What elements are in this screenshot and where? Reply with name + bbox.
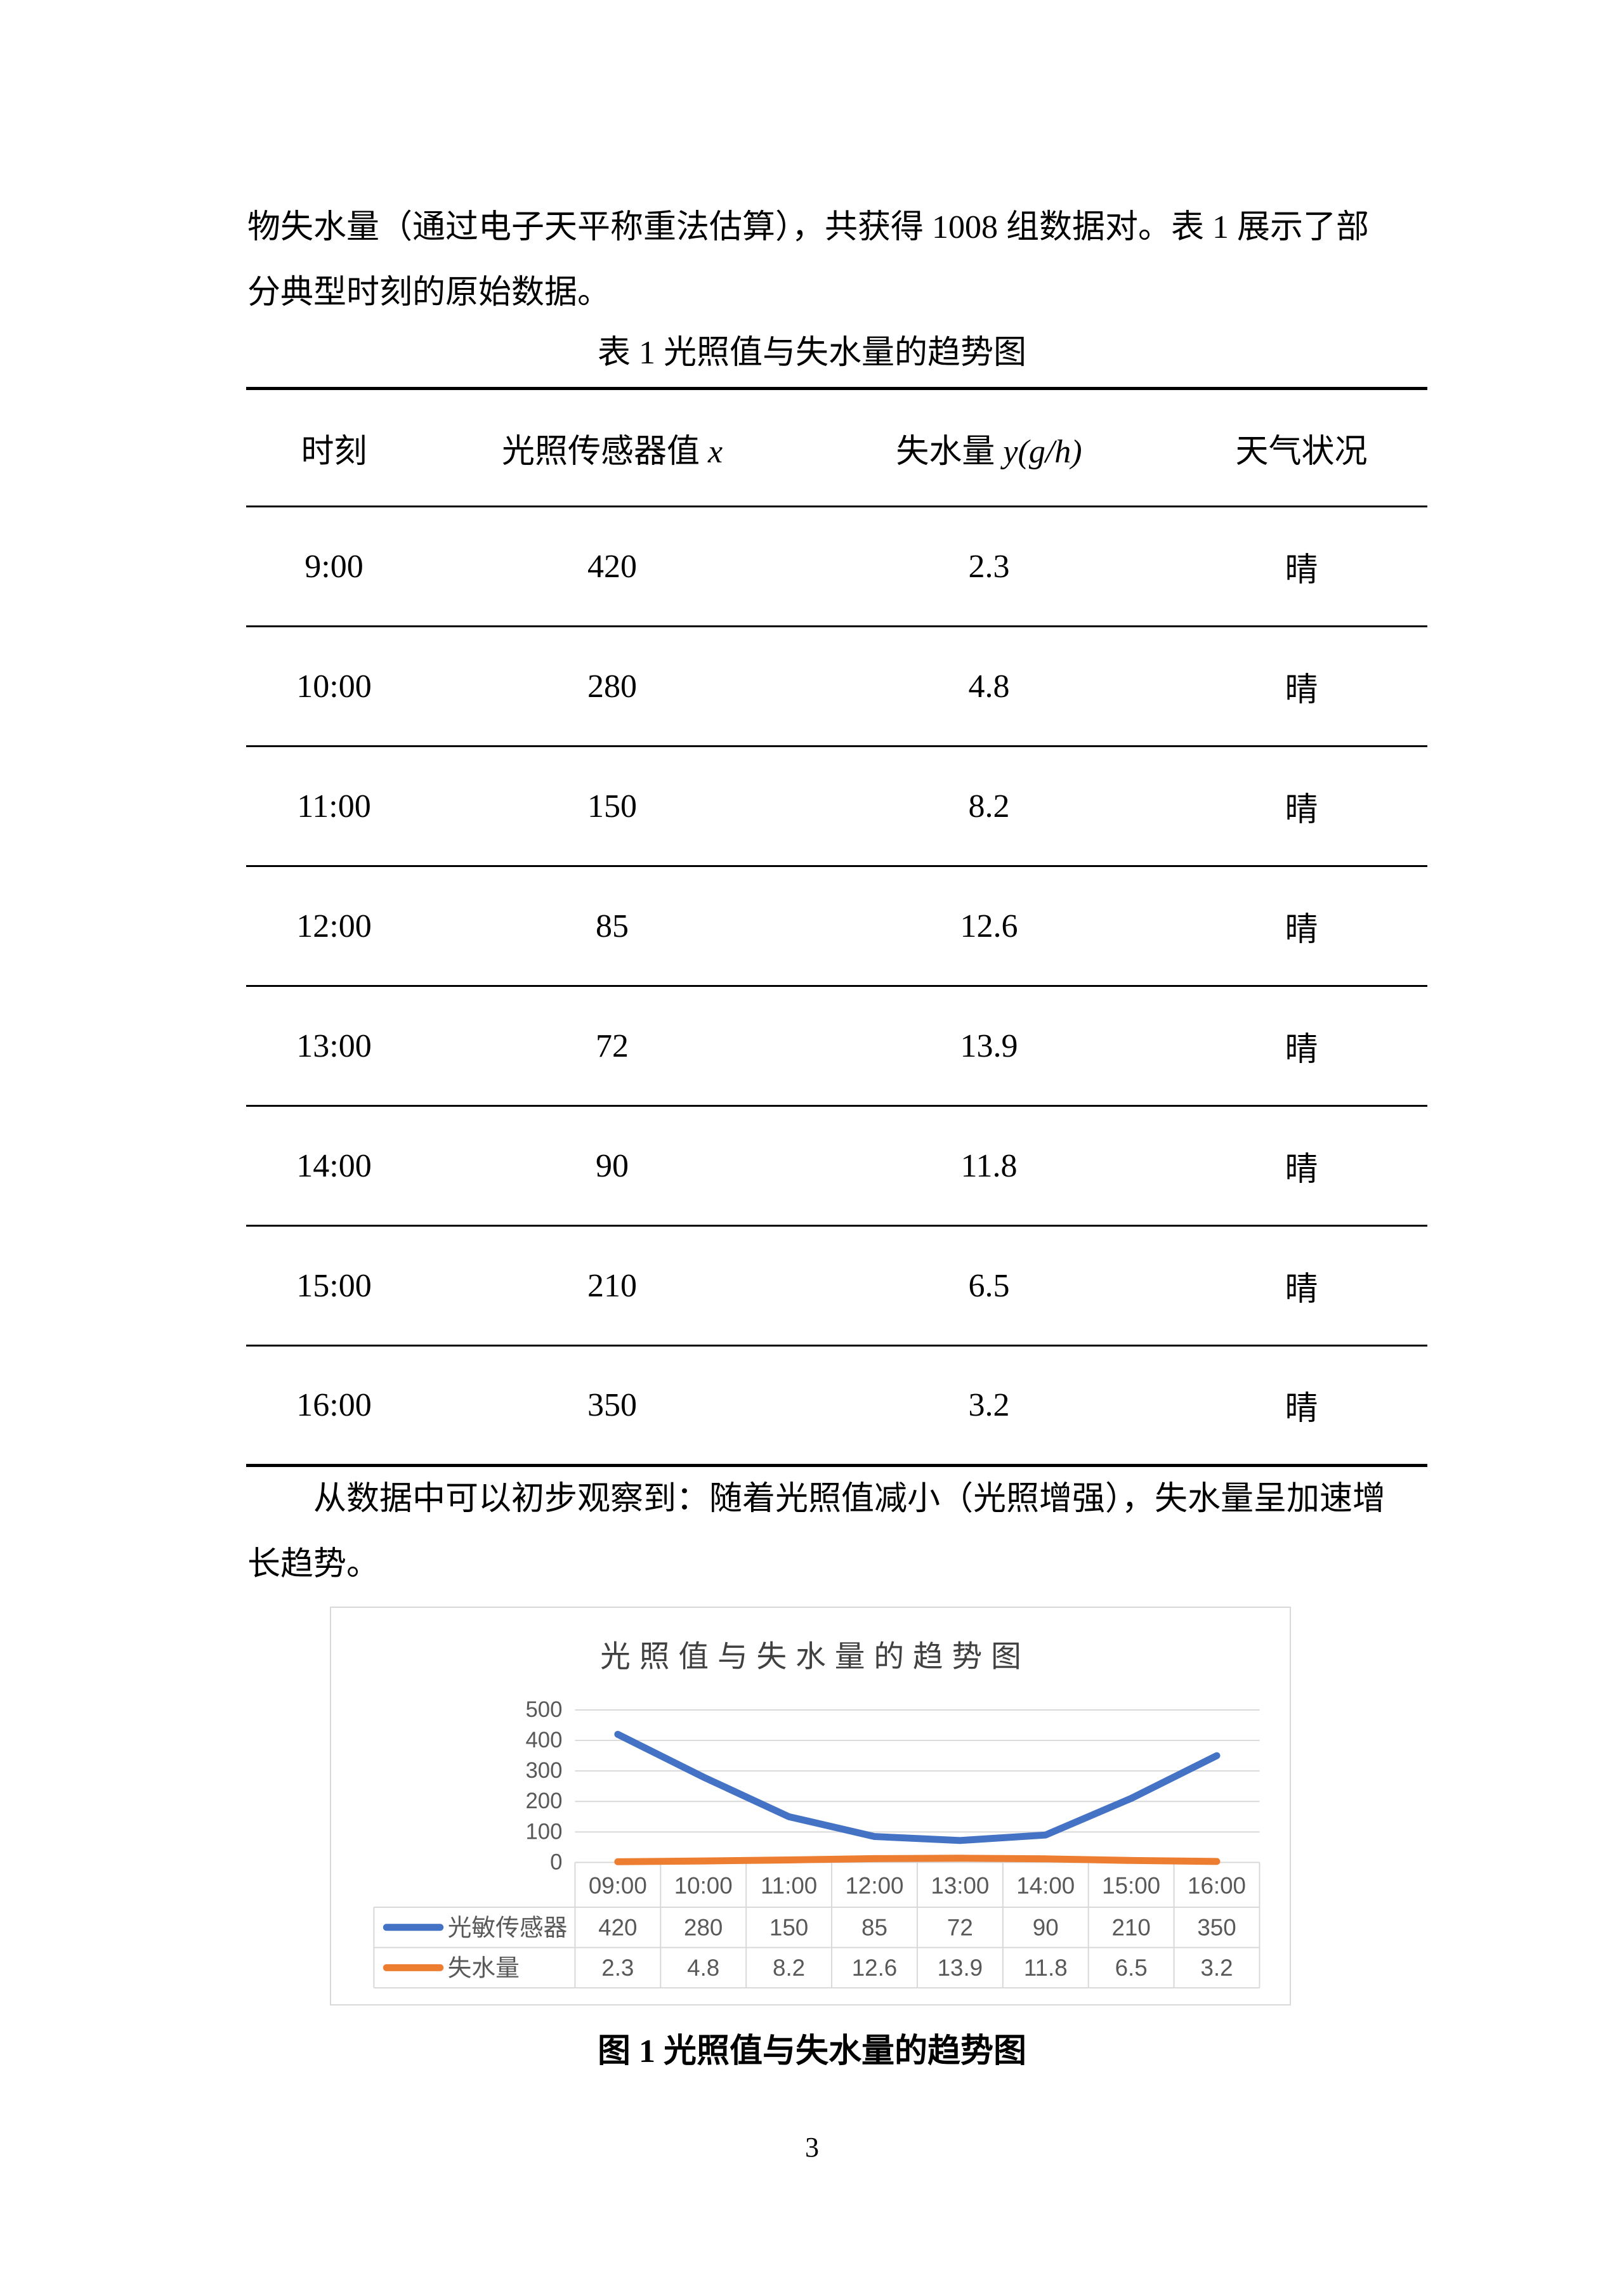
data-table-value: 90 xyxy=(1033,1914,1059,1940)
x-category-label: 16:00 xyxy=(1188,1873,1246,1899)
table-cell: 13:00 xyxy=(296,1027,372,1064)
table-cell: 晴 xyxy=(1285,552,1318,589)
header-text: 失水量 xyxy=(896,433,1004,470)
table-cell: 4.8 xyxy=(968,668,1010,705)
table-cell: 12.6 xyxy=(960,908,1018,944)
header-cell-light: 光照传感器值 x xyxy=(422,389,802,507)
figure-caption: 图 1 光照值与失水量的趋势图 xyxy=(597,2033,1026,2070)
table-cell: 12:00 xyxy=(296,908,372,944)
data-table-value: 8.2 xyxy=(773,1955,805,1981)
table-cell: 72 xyxy=(596,1027,629,1064)
header-cell-time: 时刻 xyxy=(246,389,422,507)
table-cell: 9:00 xyxy=(304,548,363,585)
data-table-value: 280 xyxy=(684,1914,723,1940)
header-text: 时刻 xyxy=(301,433,367,470)
table-cell: 10:00 xyxy=(296,668,372,705)
paragraph-line: 从数据中可以初步观察到：随着光照值减小（光照增强），失水量呈加速增 xyxy=(313,1481,1386,1517)
data-table-value: 85 xyxy=(861,1914,887,1940)
table-title: 表 1 光照值与失水量的趋势图 xyxy=(597,335,1026,371)
series-line xyxy=(614,1855,1221,1865)
table-row: 10:00 280 4.8 晴 xyxy=(246,627,1427,747)
data-table-value: 2.3 xyxy=(601,1955,634,1981)
data-table-value: 6.5 xyxy=(1115,1955,1148,1981)
doc-table: 时刻 光照传感器值 x 失水量 y(g/h) 天气状况 9:00 420 2.3 晴 1… xyxy=(246,387,1427,1467)
paragraph-line: 长趋势。 xyxy=(247,1546,380,1582)
table-cell: 晴 xyxy=(1285,1031,1318,1068)
table-cell: 85 xyxy=(596,908,629,944)
table-cell: 15:00 xyxy=(296,1267,372,1304)
table-cell: 晴 xyxy=(1285,1271,1318,1308)
table-cell: 晴 xyxy=(1285,672,1318,708)
doc-table-body: 9:00 420 2.3 晴 10:00 280 4.8 晴 11:00 150 8.2 晴 12:00… xyxy=(246,507,1427,1466)
table-cell: 8.2 xyxy=(968,788,1010,825)
y-tick-label: 100 xyxy=(525,1820,562,1844)
chart-figure: 0 100 200 300 400 500 09:00 10:00 11:00 12:00 13:0… xyxy=(330,1607,1291,2006)
paragraph-observation: 从数据中可以初步观察到：随着光照值减小（光照增强），失水量呈加速增 长趋势。 xyxy=(247,1466,1408,1597)
x-category-label: 12:00 xyxy=(845,1873,903,1899)
table-row: 15:00 210 6.5 晴 xyxy=(246,1226,1427,1346)
table-row: 11:00 150 8.2 晴 xyxy=(246,747,1427,866)
x-category-label: 10:00 xyxy=(674,1873,733,1899)
data-table-value: 13.9 xyxy=(938,1955,983,1981)
data-table-value: 72 xyxy=(947,1914,973,1940)
table-cell: 280 xyxy=(587,668,637,705)
table-cell: 晴 xyxy=(1285,1391,1318,1427)
x-category-label: 09:00 xyxy=(589,1873,647,1899)
header-text: 光照传感器值 xyxy=(501,433,708,470)
legend-label: 光敏传感器 xyxy=(448,1914,568,1941)
data-table-value: 4.8 xyxy=(687,1955,719,1981)
table-row: 16:00 350 3.2 晴 xyxy=(246,1346,1427,1466)
data-table-value: 12.6 xyxy=(852,1955,898,1981)
y-tick-label: 200 xyxy=(525,1789,562,1813)
table-cell: 2.3 xyxy=(968,548,1010,585)
paragraph-line: 物失水量（通过电子天平称重法估算），共获得 1008 组数据对。表 1 展示了部 xyxy=(247,209,1370,245)
table-cell: 350 xyxy=(587,1387,637,1423)
table-cell: 16:00 xyxy=(296,1387,372,1423)
paragraph-line: 分典型时刻的原始数据。 xyxy=(247,275,611,311)
x-category-label: 15:00 xyxy=(1102,1873,1160,1899)
y-tick-label: 400 xyxy=(525,1728,562,1752)
data-table-value: 350 xyxy=(1197,1914,1236,1940)
data-table-value: 210 xyxy=(1111,1914,1150,1940)
header-cell-water: 失水量 y(g/h) xyxy=(802,389,1175,507)
table-cell: 13.9 xyxy=(960,1027,1018,1064)
paragraph-top: 物失水量（通过电子天平称重法估算），共获得 1008 组数据对。表 1 展示了部… xyxy=(247,195,1408,325)
header-math: x xyxy=(707,433,723,470)
data-table-value: 3.2 xyxy=(1200,1955,1233,1981)
table-cell: 11.8 xyxy=(960,1147,1018,1184)
table-cell: 11:00 xyxy=(297,788,371,825)
y-tick-label: 500 xyxy=(525,1698,562,1722)
y-tick-label: 0 xyxy=(550,1850,562,1874)
series-line xyxy=(614,1730,1221,1844)
table-row: 14:00 90 11.8 晴 xyxy=(246,1106,1427,1226)
table-cell: 3.2 xyxy=(968,1387,1010,1423)
table-cell: 6.5 xyxy=(968,1267,1010,1304)
header-math: y(g/h) xyxy=(1003,433,1082,470)
page-number: 3 xyxy=(805,2132,819,2163)
data-table-value: 11.8 xyxy=(1024,1955,1068,1981)
x-category-label: 14:00 xyxy=(1016,1873,1075,1899)
table-row: 12:00 85 12.6 晴 xyxy=(246,866,1427,986)
table-cell: 150 xyxy=(587,788,637,825)
table-cell: 晴 xyxy=(1285,911,1318,948)
data-table-value: 420 xyxy=(598,1914,637,1940)
x-category-label: 13:00 xyxy=(931,1873,989,1899)
doc-table-header-row: 时刻 光照传感器值 x 失水量 y(g/h) 天气状况 xyxy=(246,389,1427,507)
table-cell: 14:00 xyxy=(296,1147,372,1184)
trend-chart: 0 100 200 300 400 500 09:00 10:00 11:00 12:00 13:0… xyxy=(373,1640,1261,1989)
x-category-label: 11:00 xyxy=(761,1873,817,1899)
table-cell: 90 xyxy=(596,1147,629,1184)
y-tick-label: 300 xyxy=(525,1759,562,1783)
data-table-value: 150 xyxy=(769,1914,808,1940)
table-cell: 晴 xyxy=(1285,1151,1318,1188)
header-text: 天气状况 xyxy=(1235,433,1368,470)
table-cell: 210 xyxy=(587,1267,637,1304)
header-cell-weather: 天气状况 xyxy=(1175,389,1427,507)
legend-label: 失水量 xyxy=(448,1954,520,1981)
table-row: 13:00 72 13.9 晴 xyxy=(246,986,1427,1106)
chart-title: 光照值与失水量的趋势图 xyxy=(600,1640,1030,1674)
table-row: 9:00 420 2.3 晴 xyxy=(246,507,1427,627)
table-cell: 晴 xyxy=(1285,792,1318,828)
table-cell: 420 xyxy=(587,548,637,585)
